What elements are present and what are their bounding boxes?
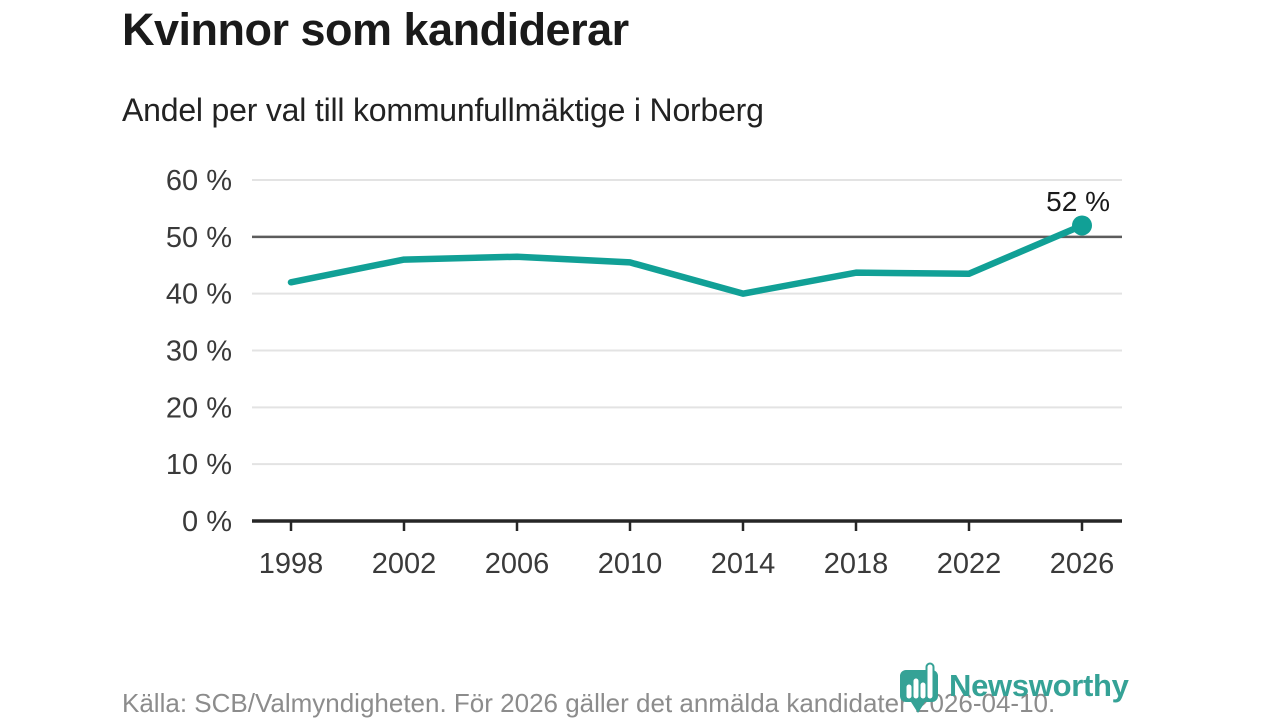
y-tick-label: 0 %	[182, 506, 232, 538]
y-tick-label: 10 %	[166, 449, 232, 481]
chart-subtitle: Andel per val till kommunfullmäktige i N…	[122, 92, 764, 128]
x-tick-label: 2010	[598, 548, 663, 580]
data-line	[287, 222, 1086, 297]
y-tick-label: 60 %	[166, 165, 232, 197]
newsworthy-logo: Newsworthy	[896, 662, 1129, 716]
end-point-label: 52 %	[1046, 186, 1110, 217]
end-point-marker	[1072, 215, 1092, 236]
y-tick-label: 30 %	[166, 336, 232, 368]
x-tick-label: 2014	[711, 548, 776, 580]
y-tick-label: 40 %	[166, 279, 232, 311]
y-tick-label: 50 %	[166, 222, 232, 254]
x-tick-label: 2006	[485, 548, 550, 580]
x-tick-label: 2022	[937, 548, 1002, 580]
newsworthy-logo-text: Newsworthy	[949, 667, 1129, 703]
chart-title: Kvinnor som kandiderar	[122, 4, 629, 55]
x-tick-label: 2018	[824, 548, 889, 580]
source-note: Källa: SCB/Valmyndigheten. För 2026 gäll…	[122, 688, 1056, 718]
x-tick-label: 1998	[259, 548, 324, 580]
x-tick-label: 2026	[1050, 548, 1115, 580]
y-tick-label: 20 %	[166, 392, 232, 424]
x-tick-label: 2002	[372, 548, 437, 580]
newsworthy-logo-icon	[900, 662, 938, 713]
